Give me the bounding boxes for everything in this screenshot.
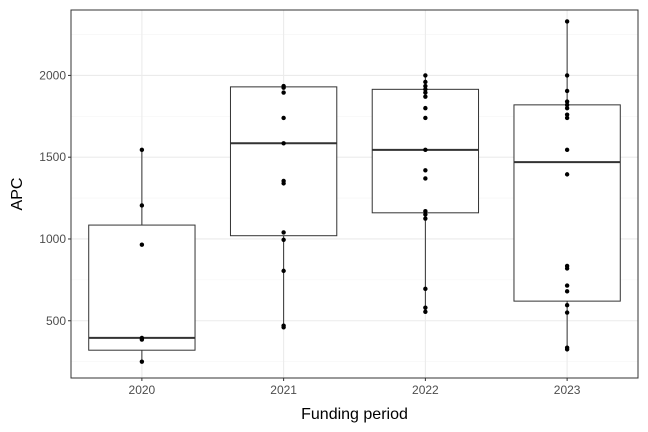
point-series <box>139 19 570 364</box>
box-2022 <box>371 75 480 312</box>
data-point <box>423 73 428 78</box>
data-point <box>139 203 145 208</box>
data-point <box>281 325 286 330</box>
box-2020 <box>88 149 196 362</box>
plot-panel-border <box>70 9 639 379</box>
data-point <box>423 83 428 89</box>
data-point <box>423 115 428 121</box>
data-point <box>423 305 428 310</box>
y-tick-label: 2000 <box>39 68 66 82</box>
data-point <box>281 115 286 121</box>
y-axis-title: APC <box>9 178 26 211</box>
data-point <box>564 88 570 94</box>
data-point <box>281 268 286 274</box>
data-point <box>423 90 428 95</box>
x-tick-label: 2023 <box>554 383 581 397</box>
box-series <box>88 21 621 362</box>
data-point <box>564 73 570 78</box>
data-point <box>564 112 570 117</box>
data-point <box>564 289 570 294</box>
data-point <box>564 19 570 24</box>
data-point <box>281 141 286 146</box>
box-iqr <box>229 86 338 237</box>
data-point <box>281 230 286 235</box>
data-point <box>564 266 570 271</box>
y-tick-label: 1000 <box>39 232 66 246</box>
data-point <box>564 347 570 352</box>
data-point <box>139 242 145 247</box>
box-iqr <box>513 104 621 302</box>
y-tick-label: 500 <box>46 314 66 328</box>
data-point <box>564 147 570 153</box>
data-point <box>423 147 428 153</box>
x-tick-label: 2022 <box>412 383 439 397</box>
data-point <box>423 208 428 214</box>
data-point <box>281 90 286 95</box>
x-tick-label: 2021 <box>270 383 297 397</box>
y-axis: 500 1000 1500 2000 <box>39 68 71 328</box>
data-point <box>564 99 570 104</box>
data-point <box>281 85 286 90</box>
y-tick-label: 1500 <box>39 150 66 164</box>
data-point <box>564 115 570 121</box>
data-point <box>564 105 570 111</box>
data-point <box>564 172 570 177</box>
data-point <box>423 94 428 99</box>
data-point <box>423 286 428 292</box>
box-2021 <box>229 86 338 328</box>
data-point <box>139 359 145 364</box>
data-point <box>423 105 428 111</box>
x-tick-label: 2020 <box>129 383 156 397</box>
data-point <box>423 309 428 314</box>
data-point <box>139 337 145 342</box>
data-point <box>564 310 570 315</box>
data-point <box>564 303 570 308</box>
data-point <box>281 181 286 186</box>
data-point <box>564 102 570 108</box>
data-point <box>423 212 428 217</box>
x-axis: 2020 2021 2022 2023 <box>129 378 581 397</box>
data-point <box>423 79 428 85</box>
box-2023 <box>513 21 621 350</box>
data-point <box>564 283 570 288</box>
x-axis-title: Funding period <box>301 406 408 423</box>
data-point <box>423 87 428 92</box>
data-point <box>423 216 428 221</box>
data-point <box>139 147 145 153</box>
data-point <box>423 176 428 181</box>
data-point <box>423 168 428 173</box>
data-point <box>281 237 286 242</box>
